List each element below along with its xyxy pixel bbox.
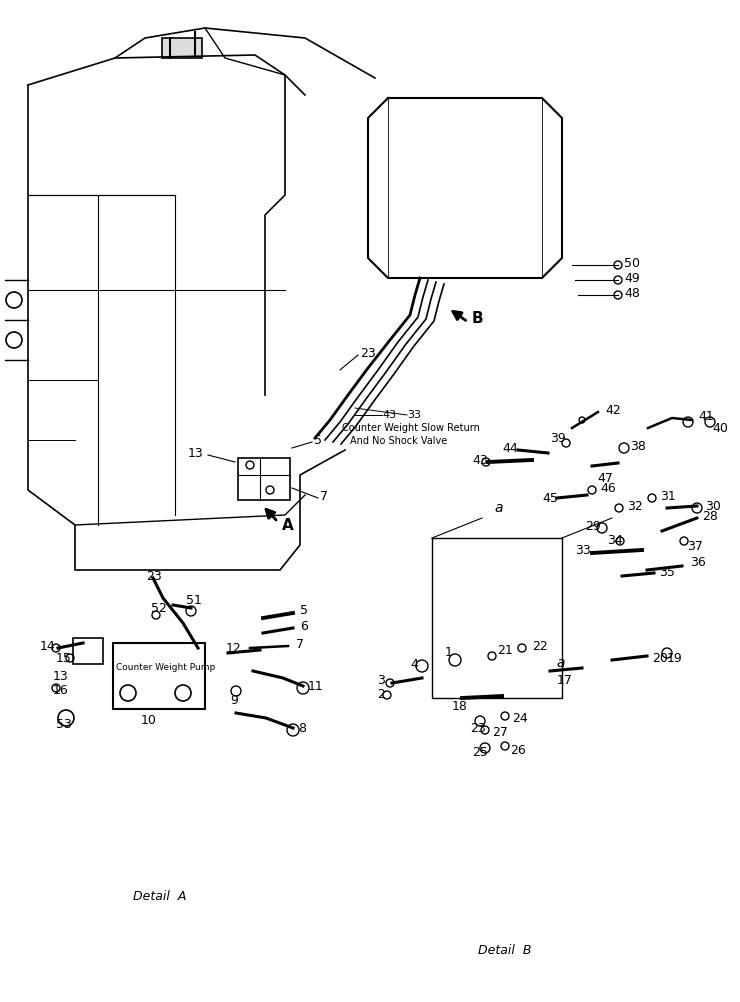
Text: 18: 18 <box>452 699 468 712</box>
Text: a: a <box>556 656 565 670</box>
Text: 14: 14 <box>40 639 56 652</box>
Text: 49: 49 <box>624 272 640 285</box>
Text: 8: 8 <box>298 721 306 734</box>
Text: 40: 40 <box>712 422 728 435</box>
Text: 15: 15 <box>56 651 72 664</box>
Text: 51: 51 <box>186 593 202 606</box>
Text: 52: 52 <box>151 602 167 615</box>
Text: 44: 44 <box>502 442 518 455</box>
Text: 45: 45 <box>542 492 558 504</box>
Text: 34: 34 <box>607 534 623 547</box>
Text: 46: 46 <box>600 482 616 495</box>
Text: 38: 38 <box>630 440 646 453</box>
Text: 5: 5 <box>300 604 308 617</box>
Text: Detail  B: Detail B <box>478 944 531 957</box>
Text: 35: 35 <box>659 566 675 579</box>
Text: 41: 41 <box>698 410 714 423</box>
Text: A: A <box>282 517 294 532</box>
Text: 48: 48 <box>624 287 640 300</box>
Text: 17: 17 <box>557 673 573 686</box>
Text: And No Shock Valve: And No Shock Valve <box>350 436 447 446</box>
Text: 28: 28 <box>702 509 718 522</box>
Text: 26: 26 <box>510 743 525 757</box>
Text: 1: 1 <box>445 646 453 659</box>
Text: 23: 23 <box>470 721 485 734</box>
Text: Detail  A: Detail A <box>133 890 186 903</box>
Bar <box>113 643 205 709</box>
Text: 3: 3 <box>377 674 385 687</box>
Text: 32: 32 <box>627 500 643 512</box>
Text: 27: 27 <box>492 726 508 739</box>
Text: 29: 29 <box>585 519 601 532</box>
Text: 7: 7 <box>320 490 328 502</box>
Bar <box>238 458 290 500</box>
Text: 4: 4 <box>410 657 418 670</box>
Text: 53: 53 <box>56 718 72 731</box>
Text: B: B <box>472 311 484 326</box>
Text: 12: 12 <box>226 641 242 654</box>
Text: 13: 13 <box>188 447 204 460</box>
Text: 39: 39 <box>550 432 566 445</box>
Text: 24: 24 <box>512 711 528 724</box>
Text: 33: 33 <box>575 544 591 557</box>
Text: 30: 30 <box>705 500 721 512</box>
Text: 33: 33 <box>407 410 421 420</box>
Text: 23: 23 <box>360 347 376 360</box>
Text: 13: 13 <box>53 669 69 682</box>
Text: 10: 10 <box>141 713 157 726</box>
Text: Counter Weight Slow Return: Counter Weight Slow Return <box>342 423 480 433</box>
Text: 16: 16 <box>53 683 69 696</box>
Text: 19: 19 <box>667 651 683 664</box>
Text: Counter Weight Pump: Counter Weight Pump <box>116 663 215 672</box>
Bar <box>73 638 103 664</box>
Text: 23: 23 <box>146 569 162 582</box>
Text: 5: 5 <box>314 434 322 447</box>
Text: 7: 7 <box>296 637 304 650</box>
Bar <box>162 38 202 58</box>
Text: 25: 25 <box>472 745 488 759</box>
Text: 2: 2 <box>377 688 385 701</box>
Text: 31: 31 <box>660 490 676 502</box>
Text: 47: 47 <box>597 472 613 485</box>
Text: 6: 6 <box>300 619 308 632</box>
Text: 43: 43 <box>382 410 396 420</box>
Text: 42: 42 <box>605 404 621 417</box>
Text: 50: 50 <box>624 257 640 270</box>
Text: 22: 22 <box>532 639 548 652</box>
Text: a: a <box>494 501 502 515</box>
Text: 9: 9 <box>230 693 238 706</box>
Text: 37: 37 <box>687 539 703 552</box>
Text: 11: 11 <box>308 679 324 692</box>
Text: 20: 20 <box>652 651 668 664</box>
Text: 43: 43 <box>472 454 488 467</box>
Text: 21: 21 <box>497 644 513 657</box>
Text: 36: 36 <box>690 556 706 569</box>
